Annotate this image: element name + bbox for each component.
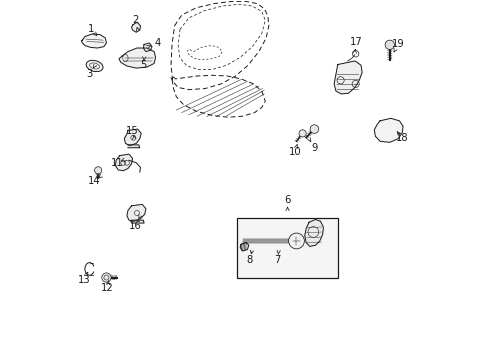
Polygon shape <box>143 43 152 51</box>
Polygon shape <box>304 220 323 246</box>
Text: 17: 17 <box>349 37 362 47</box>
Text: 4: 4 <box>154 38 161 48</box>
Text: 3: 3 <box>86 69 93 79</box>
Circle shape <box>309 125 318 134</box>
Text: 10: 10 <box>288 147 301 157</box>
Text: 19: 19 <box>391 40 404 49</box>
Polygon shape <box>126 204 145 221</box>
Polygon shape <box>333 61 362 94</box>
Text: 7: 7 <box>274 255 280 265</box>
Text: 12: 12 <box>101 283 114 293</box>
Text: 2: 2 <box>132 15 138 26</box>
Text: 15: 15 <box>126 126 139 135</box>
Polygon shape <box>131 220 144 223</box>
Circle shape <box>384 40 394 49</box>
Circle shape <box>94 167 102 174</box>
Text: 8: 8 <box>246 255 252 265</box>
Circle shape <box>102 273 111 282</box>
Text: 1: 1 <box>88 24 94 35</box>
Polygon shape <box>119 48 155 68</box>
Polygon shape <box>124 129 141 145</box>
Text: 5: 5 <box>140 60 146 70</box>
Polygon shape <box>373 118 402 142</box>
Text: 6: 6 <box>284 195 290 205</box>
Text: 18: 18 <box>395 133 408 143</box>
Polygon shape <box>115 154 132 171</box>
Polygon shape <box>81 34 106 48</box>
Polygon shape <box>240 242 248 251</box>
Text: 13: 13 <box>78 275 90 285</box>
Text: 11: 11 <box>111 158 123 168</box>
Polygon shape <box>131 22 140 32</box>
Circle shape <box>298 130 305 137</box>
Bar <box>237 219 337 278</box>
Ellipse shape <box>86 60 103 72</box>
Text: 9: 9 <box>310 143 317 153</box>
Polygon shape <box>128 145 140 148</box>
Circle shape <box>288 233 304 249</box>
Text: 14: 14 <box>88 176 101 186</box>
Text: 16: 16 <box>128 221 141 231</box>
